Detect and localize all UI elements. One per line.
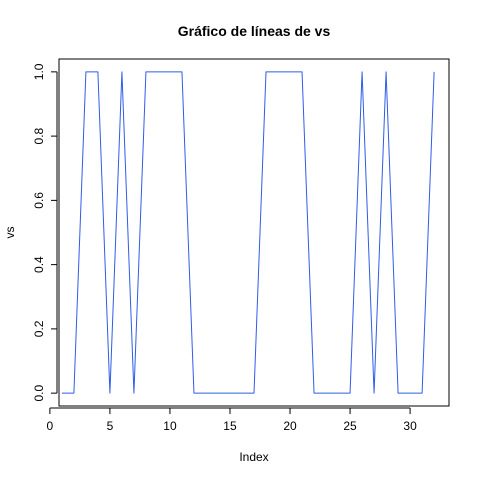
x-tick-label: 20 — [283, 419, 297, 433]
y-tick-label: 0.0 — [32, 384, 46, 401]
x-tick-label: 0 — [47, 419, 54, 433]
y-tick-label: 0.8 — [32, 127, 46, 144]
x-tick-label: 15 — [223, 419, 237, 433]
y-axis: 0.0 0.2 0.4 0.6 0.8 1.0 — [32, 63, 58, 401]
x-tick-label: 10 — [163, 419, 177, 433]
y-tick-label: 1.0 — [32, 63, 46, 80]
x-tick-label: 5 — [107, 419, 114, 433]
series-line — [61, 71, 435, 394]
x-axis: 0 5 10 15 20 25 30 — [47, 407, 417, 433]
x-axis-label: Index — [239, 450, 268, 464]
y-tick-label: 0.6 — [32, 192, 46, 209]
series-layer — [61, 71, 435, 394]
chart-title: Gráfico de líneas de vs — [178, 23, 331, 39]
x-tick-label: 25 — [343, 419, 357, 433]
plot-area-frame — [58, 58, 450, 407]
x-tick-label: 30 — [403, 419, 417, 433]
y-tick-label: 0.2 — [32, 320, 46, 337]
y-tick-label: 0.4 — [32, 256, 46, 273]
y-axis-label: vs — [3, 227, 17, 239]
